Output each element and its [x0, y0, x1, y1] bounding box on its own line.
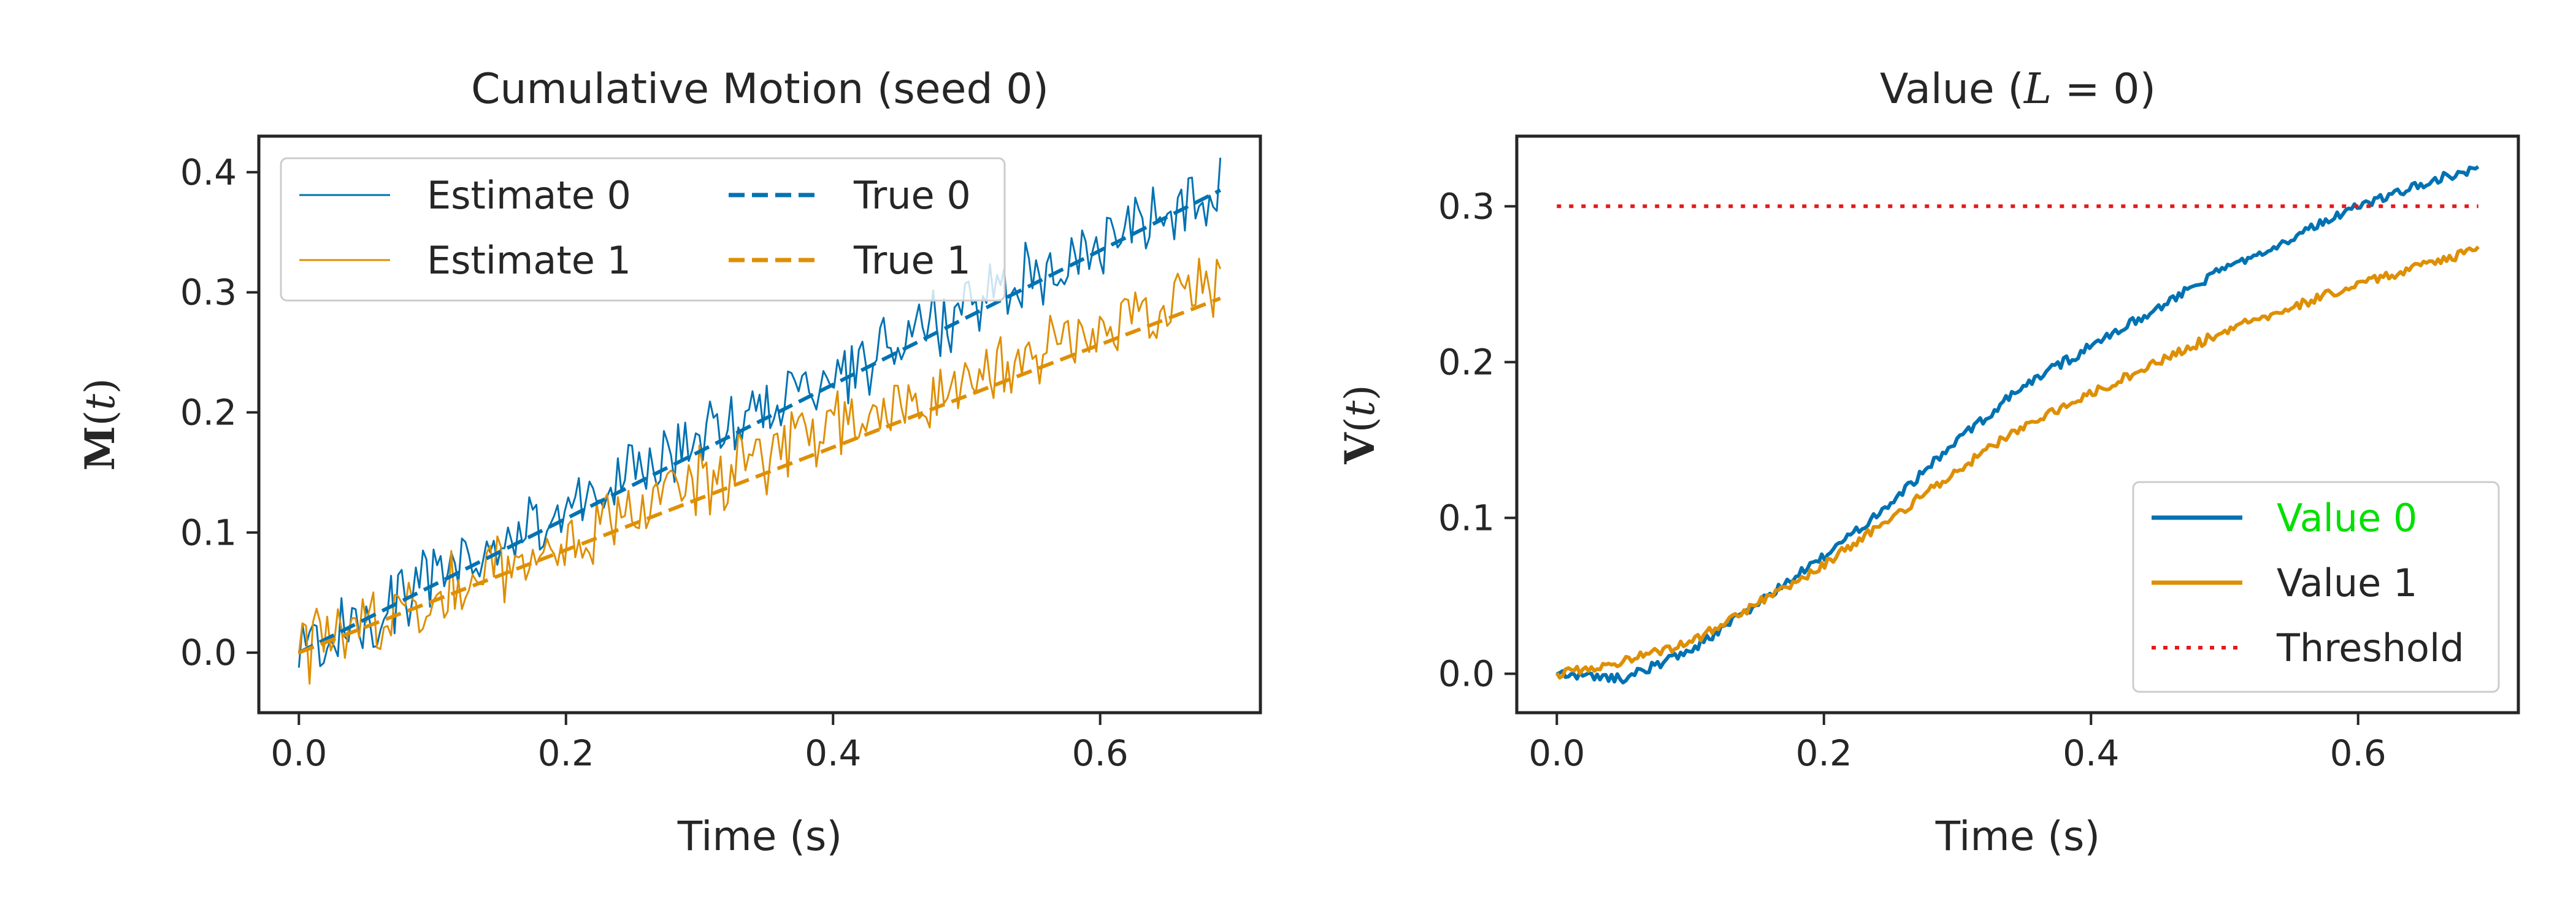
legend: Value 0 Value 1 Threshold — [2133, 482, 2499, 692]
y-tick-label: 0.4 — [180, 151, 237, 193]
x-tick-label: 0.4 — [2063, 732, 2119, 774]
y-tick-label: 0.0 — [1438, 653, 1495, 694]
y-ticks: 0.0 0.1 0.2 0.3 0.4 — [180, 151, 259, 673]
series-line-true-1 — [299, 298, 1220, 653]
y-axis-label: V(t) — [1336, 385, 1384, 464]
legend-label: Threshold — [2276, 626, 2464, 670]
value-chart: Value (L = 0) 0.0 0.2 0.4 0.6 0.00.10.20.3 … — [1336, 65, 2518, 860]
x-tick-label: 0.2 — [538, 732, 594, 774]
x-ticks: 0.0 0.2 0.4 0.6 — [1528, 713, 2386, 774]
legend-label: Estimate 1 — [427, 238, 631, 283]
y-tick-label: 0.3 — [1438, 185, 1495, 227]
cumulative-motion-chart: Cumulative Motion (seed 0) 0.0 0.2 0.4 0.6 … — [76, 65, 1260, 860]
y-ticks: 0.0 0.1 0.2 0.3 — [1438, 185, 1517, 694]
y-tick-label: 0.3 — [180, 272, 237, 313]
x-axis-label: Time (s) — [1935, 813, 2100, 860]
legend-label: True 1 — [853, 238, 971, 283]
legend-label: Estimate 0 — [427, 173, 631, 218]
legend: Estimate 0 Estimate 1 True 0 True 1 — [281, 158, 1005, 301]
x-tick-label: 0.0 — [1528, 732, 1585, 774]
y-tick-label: 0.2 — [180, 391, 237, 433]
y-tick-label: 0.2 — [1438, 341, 1495, 383]
y-axis-label: M(t) — [76, 378, 124, 470]
x-ticks: 0.0 0.2 0.4 0.6 — [270, 713, 1129, 774]
x-tick-label: 0.6 — [2330, 732, 2386, 774]
legend-label: True 0 — [853, 173, 971, 218]
x-tick-label: 0.0 — [270, 732, 327, 774]
y-tick-label: 0.1 — [1438, 497, 1495, 539]
x-tick-label: 0.2 — [1796, 732, 1852, 774]
y-tick-label: 0.0 — [180, 632, 237, 673]
legend-label: Value 0 — [2277, 496, 2417, 540]
legend-label: Value 1 — [2277, 561, 2417, 605]
series-line-estimate-1 — [299, 259, 1220, 684]
x-tick-label: 0.6 — [1072, 732, 1129, 774]
x-tick-label: 0.4 — [805, 732, 861, 774]
y-tick-label: 0.1 — [180, 512, 237, 553]
chart-title: Cumulative Motion (seed 0) — [471, 65, 1049, 113]
x-axis-label: Time (s) — [677, 813, 842, 860]
chart-title: Value (L = 0) — [1880, 65, 2156, 113]
